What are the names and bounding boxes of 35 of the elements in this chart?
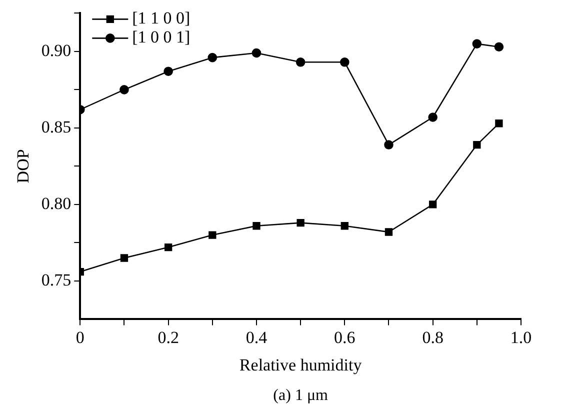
point	[164, 243, 172, 252]
point	[472, 39, 482, 48]
y-tick-label: 0.85	[41, 117, 72, 136]
y-tick-label: 0.80	[41, 194, 72, 213]
point	[494, 42, 504, 52]
point	[208, 231, 216, 239]
point	[164, 66, 173, 76]
point	[296, 58, 306, 67]
y-axis-title: DOP	[14, 149, 33, 184]
point	[340, 222, 348, 230]
point	[384, 228, 393, 236]
point	[208, 52, 218, 62]
point	[120, 85, 129, 94]
legend-label: [1 1 0 0]	[132, 8, 190, 28]
text: (a) 1 μm	[273, 387, 329, 404]
point	[120, 254, 128, 262]
x-tick-label: 1.0	[510, 328, 532, 347]
x-tick-label: 0.2	[158, 328, 179, 347]
y-tick-label: 0.90	[41, 40, 72, 60]
point	[473, 140, 481, 149]
point	[495, 120, 503, 128]
x-tick-label: 0.4	[246, 328, 268, 347]
x-tick-label: 0.6	[334, 328, 356, 347]
point	[296, 218, 304, 227]
legend-label: [1 0 0 1]	[132, 28, 190, 47]
point	[384, 140, 394, 150]
x-axis-title: Relative humidity	[239, 355, 362, 374]
y-tick-label: 0.75	[41, 270, 72, 290]
point	[428, 112, 438, 122]
x-tick-label: 0.8	[422, 328, 444, 347]
point	[340, 58, 350, 67]
point	[252, 48, 262, 58]
point	[252, 222, 260, 230]
x-tick-label: 0	[76, 328, 84, 347]
point	[429, 200, 437, 208]
